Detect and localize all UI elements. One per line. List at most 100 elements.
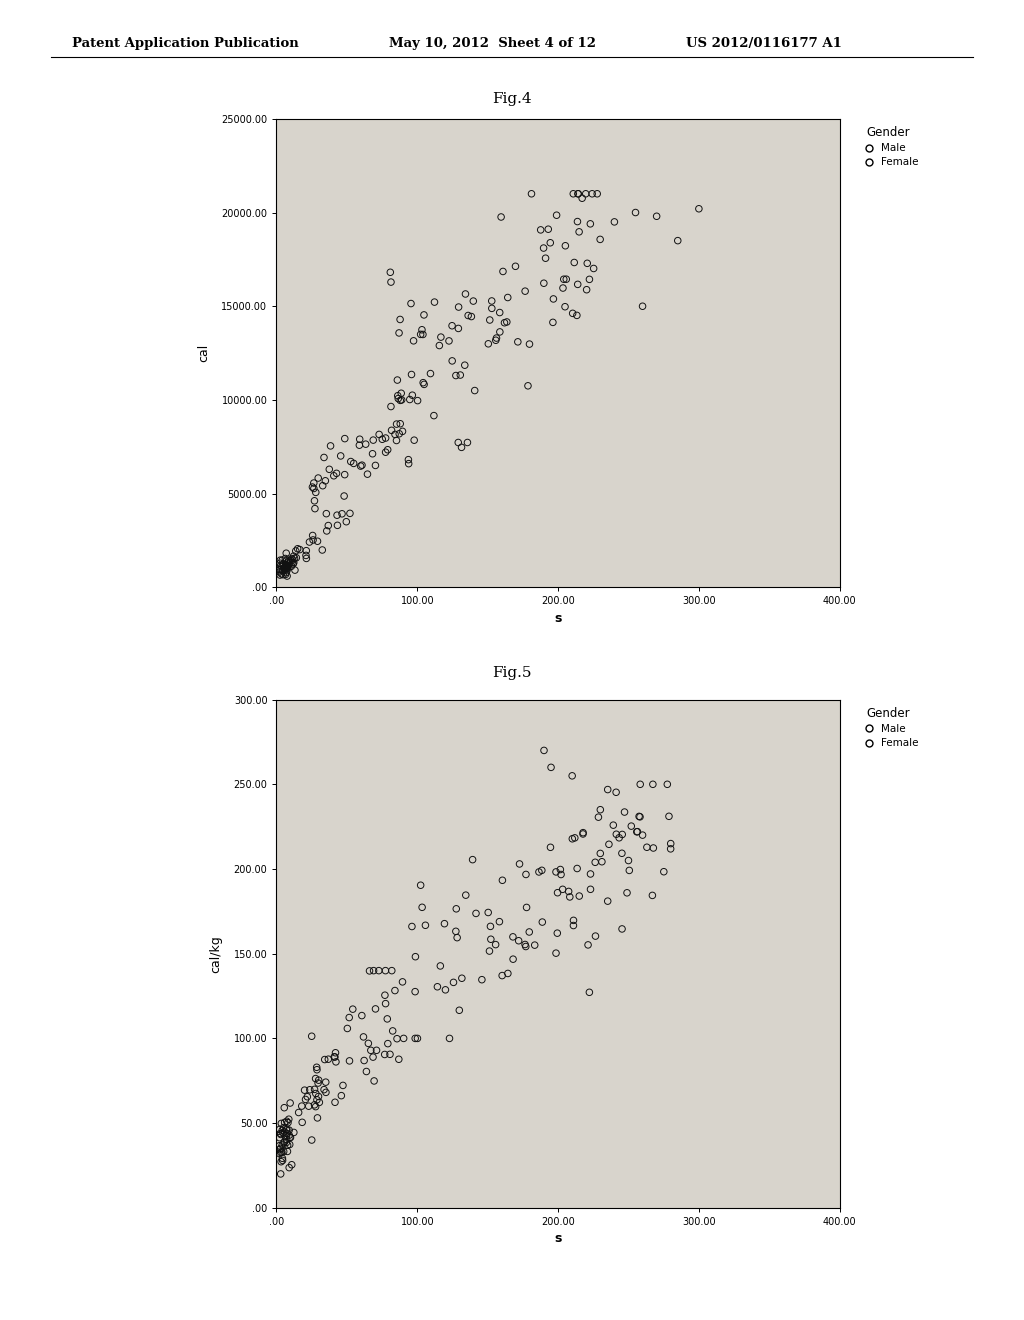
Point <box>569 858 586 879</box>
Point <box>292 539 308 560</box>
Point <box>274 1134 291 1155</box>
Point <box>494 965 510 986</box>
Point <box>454 968 470 989</box>
Text: Fig.4: Fig.4 <box>493 92 531 106</box>
Point <box>279 543 295 564</box>
Point <box>304 525 321 546</box>
Point <box>518 896 535 917</box>
Point <box>378 428 394 449</box>
Point <box>426 405 442 426</box>
Point <box>495 870 511 891</box>
Point <box>611 828 628 849</box>
Point <box>583 863 599 884</box>
Point <box>618 882 635 903</box>
Point <box>366 1071 382 1092</box>
Point <box>454 437 470 458</box>
Point <box>392 309 409 330</box>
Point <box>408 946 424 968</box>
Point <box>279 558 295 579</box>
Point <box>274 1147 291 1168</box>
Point <box>274 554 291 576</box>
Point <box>351 429 368 450</box>
Point <box>307 498 324 519</box>
Point <box>536 739 552 760</box>
Point <box>301 532 317 553</box>
Point <box>574 822 591 843</box>
Point <box>283 1127 299 1148</box>
Point <box>378 442 394 463</box>
Point <box>274 1150 291 1171</box>
Point <box>558 269 574 290</box>
Point <box>287 560 303 581</box>
Point <box>395 1028 412 1049</box>
Point <box>499 312 515 333</box>
Point <box>629 821 645 842</box>
Point <box>660 805 677 826</box>
Point <box>530 862 547 883</box>
Point <box>371 424 387 445</box>
Point <box>565 909 582 931</box>
Point <box>280 1140 296 1162</box>
Point <box>377 960 393 981</box>
Point <box>549 205 565 226</box>
Point <box>355 1027 372 1048</box>
Point <box>379 1008 395 1030</box>
Point <box>583 879 599 900</box>
Point <box>294 1111 310 1133</box>
Point <box>573 187 590 209</box>
Point <box>384 960 400 981</box>
Point <box>388 413 404 434</box>
Point <box>310 1086 327 1107</box>
Point <box>393 383 410 404</box>
Point <box>279 1129 295 1150</box>
Point <box>276 1111 293 1133</box>
Point <box>392 389 409 411</box>
Point <box>413 323 429 345</box>
Point <box>276 1122 293 1143</box>
Point <box>271 561 288 582</box>
Point <box>302 1080 318 1101</box>
Point <box>599 891 615 912</box>
Point <box>571 222 588 243</box>
Point <box>353 1005 370 1026</box>
Point <box>281 1119 297 1140</box>
Point <box>276 557 293 578</box>
Point <box>458 284 474 305</box>
Point <box>629 821 645 842</box>
Point <box>592 799 608 820</box>
Point <box>303 1026 319 1047</box>
Point <box>276 1131 293 1152</box>
Point <box>413 875 429 896</box>
Point <box>368 455 384 477</box>
Point <box>393 389 410 411</box>
Point <box>371 960 387 981</box>
Point <box>383 272 399 293</box>
Point <box>280 552 296 573</box>
Point <box>280 557 296 578</box>
Point <box>545 312 561 333</box>
Point <box>628 202 644 223</box>
Point <box>532 219 549 240</box>
Point <box>310 1072 327 1093</box>
Point <box>273 1113 290 1134</box>
Point <box>590 807 606 828</box>
Point <box>457 355 473 376</box>
Point <box>565 915 582 936</box>
Point <box>279 550 295 572</box>
Point <box>378 993 394 1014</box>
Point <box>580 935 596 956</box>
Point <box>511 854 527 875</box>
Point <box>387 424 403 445</box>
Point <box>309 1107 326 1129</box>
Point <box>587 851 603 873</box>
Point <box>451 318 467 339</box>
Point <box>279 560 295 581</box>
Point <box>315 447 332 469</box>
Point <box>281 1158 297 1179</box>
Point <box>323 436 339 457</box>
Point <box>374 429 390 450</box>
Point <box>362 1040 379 1061</box>
Point <box>569 273 586 294</box>
Point <box>275 1133 292 1154</box>
Point <box>307 1082 324 1104</box>
